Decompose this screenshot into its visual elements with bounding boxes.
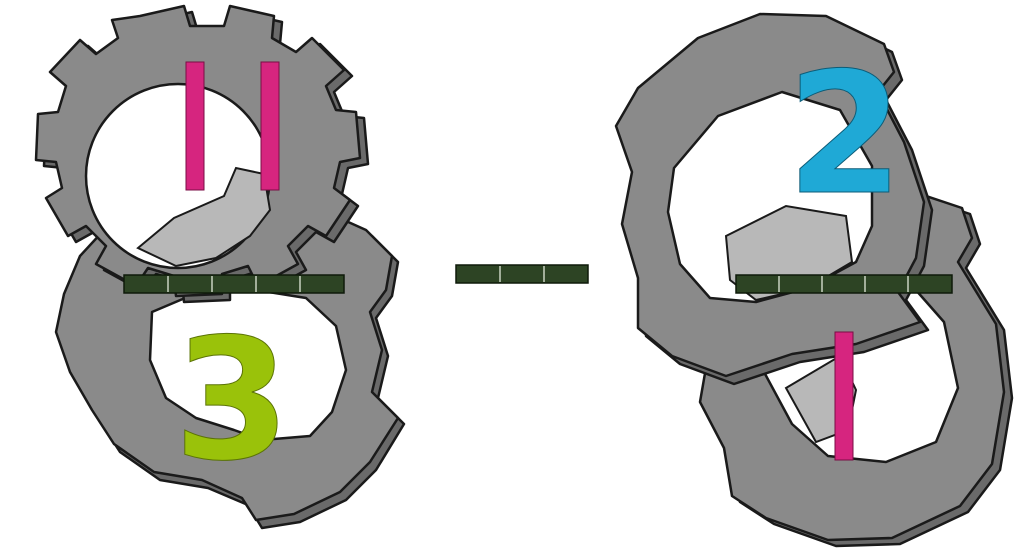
- right-fraction-bar: [735, 274, 953, 294]
- right-numerator-digit: 2: [787, 36, 904, 232]
- left-denominator-digit: 3: [174, 302, 291, 498]
- tally-mark: [185, 61, 205, 191]
- left-fraction-bar: [123, 274, 345, 294]
- right-denominator: [834, 331, 854, 461]
- left-front-gear: [34, 4, 370, 304]
- tally-mark: [260, 61, 280, 191]
- left-numerator: [185, 61, 280, 191]
- minus-operator[interactable]: [455, 264, 589, 284]
- tally-mark: [834, 331, 854, 461]
